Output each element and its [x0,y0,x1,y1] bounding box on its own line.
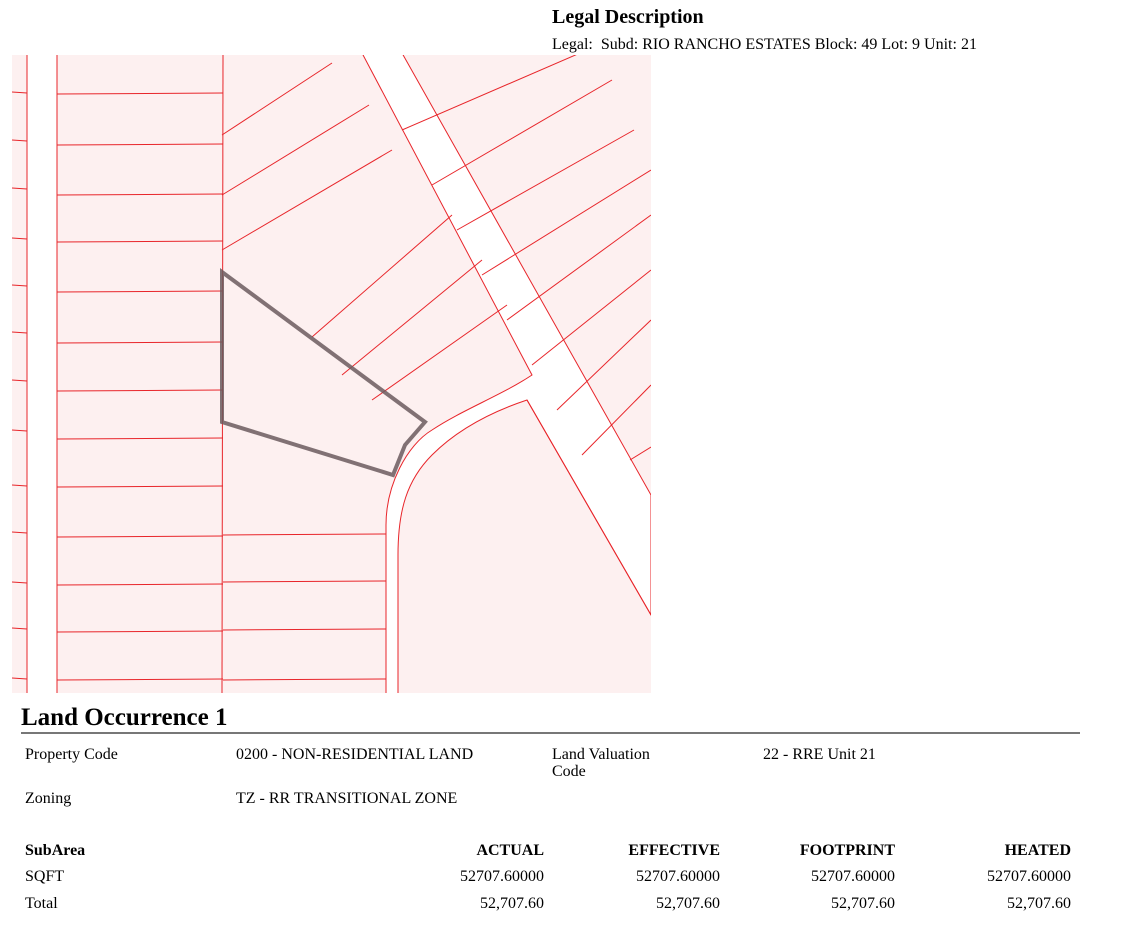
col-heated: HEATED [1004,842,1071,859]
lot-line [221,104,370,196]
col-footprint: FOOTPRINT [799,842,895,859]
lot-line [221,149,393,251]
lot-line [401,55,577,131]
selected-parcel[interactable] [220,268,428,478]
lot-line [12,237,28,240]
lot-line [12,484,28,487]
lot-line [56,485,224,488]
land-valuation-value: 22 - RRE Unit 21 [763,746,876,763]
col-subarea: SubArea [25,842,86,859]
lot-line [12,429,28,432]
lot-line [581,384,651,456]
lot-line [506,214,651,321]
property-code-value: 0200 - NON-RESIDENTIAL LAND [236,746,474,763]
lot-line [12,677,28,680]
lot-line [222,533,387,536]
lot-line [629,446,651,461]
property-code-label: Property Code [25,746,118,763]
lot-line [56,92,224,95]
lot-line [526,399,651,616]
col-actual: ACTUAL [476,842,544,859]
row-sqft-label: SQFT [25,868,65,885]
lot-line [341,259,483,376]
parcel-map[interactable] [12,55,651,693]
lot-line [56,389,224,392]
lot-line [222,678,387,681]
lot-line [431,79,613,186]
row-sqft-actual: 52707.60000 [460,868,544,885]
col-effective: EFFECTIVE [628,842,720,859]
lot-line [556,319,651,411]
lot-line [56,341,224,344]
lot-line [56,143,224,146]
lot-line [56,290,224,293]
lot-line [12,581,28,584]
lot-line [12,187,28,190]
lot-line [12,627,28,630]
lot-line [56,193,224,196]
row-total-actual: 52,707.60 [480,895,544,912]
lot-line [12,379,28,382]
lot-line [456,129,635,231]
lot-line [56,535,224,538]
lot-line [56,437,224,440]
legal-description-text: Legal: Subd: RIO RANCHO ESTATES Block: 4… [552,36,977,53]
lot-line [481,169,651,276]
row-total-heated: 52,707.60 [1007,895,1071,912]
row-total-effective: 52,707.60 [656,895,720,912]
row-sqft-footprint: 52707.60000 [811,868,895,885]
lot-line [222,580,387,583]
section-divider [21,732,1080,734]
land-valuation-label: Land Valuation Code [552,746,650,780]
row-sqft-heated: 52707.60000 [987,868,1071,885]
zoning-value: TZ - RR TRANSITIONAL ZONE [236,790,458,807]
lot-line [12,91,28,94]
legal-description-title: Legal Description [552,6,704,28]
zoning-label: Zoning [25,790,72,807]
lot-line [371,304,508,401]
row-total-footprint: 52,707.60 [831,895,895,912]
lot-line [56,678,224,681]
land-occurrence-title: Land Occurrence 1 [21,704,228,731]
row-sqft-effective: 52707.60000 [636,868,720,885]
lot-line [531,269,651,366]
lot-line [12,331,28,334]
lot-line [12,139,28,142]
lot-line [311,214,453,338]
lot-line [56,240,224,243]
row-total-label: Total [25,895,58,912]
lot-line [222,628,387,631]
lot-lines [12,55,651,693]
lot-line [12,531,28,534]
lot-line [56,630,224,633]
lot-line [12,284,28,287]
lot-line [56,583,224,586]
roads [26,55,651,693]
lot-line [221,62,333,136]
